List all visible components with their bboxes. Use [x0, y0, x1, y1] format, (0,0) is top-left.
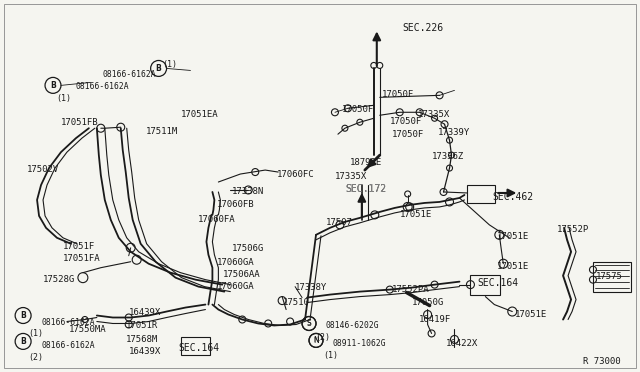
- Text: B: B: [50, 81, 56, 90]
- Text: 17050F: 17050F: [392, 130, 424, 139]
- Text: 17506AA: 17506AA: [222, 270, 260, 279]
- Text: SEC.462: SEC.462: [492, 192, 534, 202]
- Text: 17060GA: 17060GA: [216, 258, 254, 267]
- Text: 16419F: 16419F: [419, 314, 451, 324]
- Text: 17050F: 17050F: [342, 105, 374, 114]
- Text: 17060GA: 17060GA: [216, 282, 254, 291]
- Text: (2): (2): [28, 353, 43, 362]
- Text: 17528G: 17528G: [43, 275, 76, 284]
- Text: 08166-6162A: 08166-6162A: [103, 70, 156, 80]
- Text: 17335X: 17335X: [418, 110, 450, 119]
- Bar: [180, 337, 211, 355]
- Text: (1): (1): [163, 61, 177, 70]
- Text: 17050F: 17050F: [390, 117, 422, 126]
- Text: (1): (1): [28, 330, 43, 339]
- Text: 17051E: 17051E: [400, 210, 432, 219]
- Text: 17502V: 17502V: [27, 165, 60, 174]
- Text: 17051FA: 17051FA: [63, 254, 100, 263]
- Bar: [467, 185, 495, 203]
- Text: R 73000: R 73000: [583, 357, 621, 366]
- Text: 16439X: 16439X: [129, 308, 161, 317]
- Text: 17550MA: 17550MA: [69, 326, 107, 334]
- Text: 17051E: 17051E: [497, 262, 529, 271]
- Text: 08166-6162A: 08166-6162A: [41, 341, 95, 350]
- Text: 17050G: 17050G: [412, 298, 444, 307]
- Text: 17051EA: 17051EA: [180, 110, 218, 119]
- Text: SEC.172: SEC.172: [345, 184, 386, 194]
- Text: (2): (2): [315, 333, 330, 343]
- Text: (1): (1): [56, 94, 71, 103]
- Text: 16422X: 16422X: [445, 339, 478, 349]
- Text: 17051FB: 17051FB: [61, 118, 99, 127]
- Text: SEC.226: SEC.226: [403, 23, 444, 33]
- Bar: [470, 275, 500, 295]
- Text: 17552P: 17552P: [557, 225, 589, 234]
- Text: SEC.172: SEC.172: [345, 184, 386, 194]
- Text: 17507: 17507: [326, 218, 353, 227]
- Text: 17510: 17510: [283, 298, 310, 307]
- Text: B: B: [156, 64, 161, 73]
- Text: 08166-6162A: 08166-6162A: [76, 82, 129, 92]
- Text: 17552PA: 17552PA: [392, 285, 429, 294]
- Text: 08911-1062G: 08911-1062G: [333, 339, 387, 349]
- Text: 08166-6162A: 08166-6162A: [41, 318, 95, 327]
- Text: 17338Y: 17338Y: [295, 283, 327, 292]
- Text: 17060FC: 17060FC: [277, 170, 315, 179]
- Text: SEC.164: SEC.164: [179, 343, 220, 353]
- Text: 16439X: 16439X: [129, 347, 161, 356]
- Text: 17575: 17575: [596, 272, 623, 281]
- Text: 17050F: 17050F: [382, 90, 414, 99]
- Text: 17338N: 17338N: [232, 187, 264, 196]
- Text: 17060FA: 17060FA: [198, 215, 235, 224]
- Text: 17568M: 17568M: [125, 336, 158, 344]
- Text: 17335X: 17335X: [335, 172, 367, 181]
- Text: 17336Z: 17336Z: [431, 152, 464, 161]
- Text: 08146-6202G: 08146-6202G: [326, 321, 380, 330]
- Text: 17051E: 17051E: [515, 310, 547, 318]
- Text: 17339Y: 17339Y: [438, 128, 470, 137]
- Text: 17511M: 17511M: [146, 127, 178, 136]
- Text: B: B: [20, 311, 26, 320]
- Text: 17060FB: 17060FB: [216, 200, 254, 209]
- Text: N: N: [313, 336, 319, 345]
- Bar: [593, 262, 631, 292]
- Text: 17051E: 17051E: [497, 232, 529, 241]
- Text: SEC.164: SEC.164: [477, 278, 518, 288]
- Text: S: S: [307, 319, 312, 328]
- Text: (1): (1): [323, 352, 338, 360]
- Text: B: B: [20, 337, 26, 346]
- Text: S: S: [307, 321, 311, 327]
- Text: N: N: [314, 337, 319, 343]
- Text: 17051F: 17051F: [63, 242, 95, 251]
- Text: 17506G: 17506G: [232, 244, 264, 253]
- Text: 17051R: 17051R: [125, 321, 158, 330]
- Text: 18792E: 18792E: [350, 158, 382, 167]
